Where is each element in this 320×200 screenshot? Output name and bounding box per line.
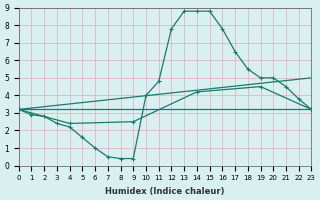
X-axis label: Humidex (Indice chaleur): Humidex (Indice chaleur)	[105, 187, 225, 196]
